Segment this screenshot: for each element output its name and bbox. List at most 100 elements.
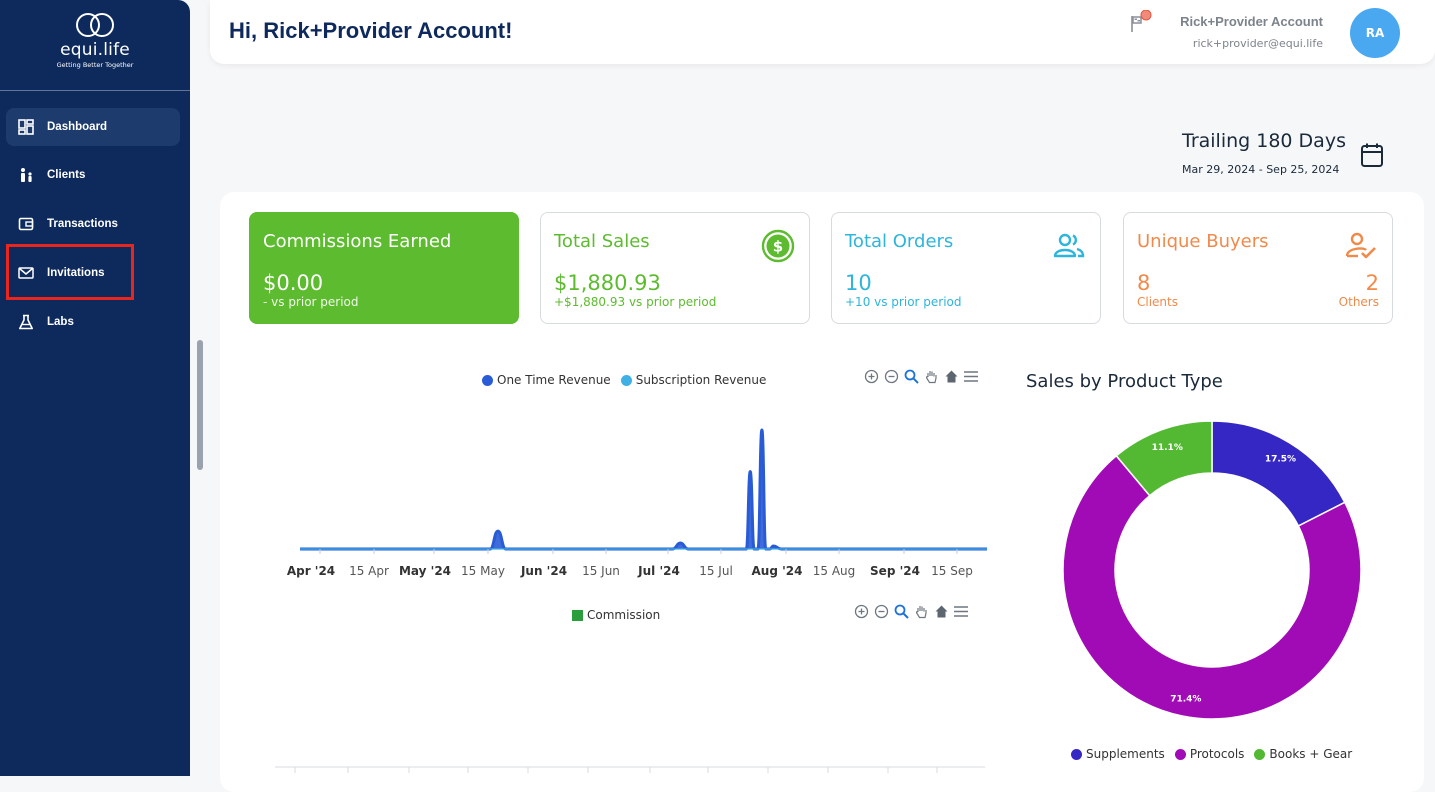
dashboard-icon <box>17 118 35 136</box>
zoom-in-icon[interactable] <box>853 603 869 619</box>
legend-label: Supplements <box>1086 747 1165 761</box>
flask-icon <box>17 313 35 331</box>
zoom-out-icon[interactable] <box>883 368 899 384</box>
avatar[interactable]: RA <box>1350 8 1400 58</box>
stat-title: Commissions Earned <box>263 231 452 252</box>
pan-hand-icon[interactable] <box>913 603 929 619</box>
donut-legend: Supplements Protocols Books + Gear <box>1071 747 1362 761</box>
donut-slice-supplements[interactable] <box>1211 420 1346 527</box>
stat-value-others: 2 <box>1365 271 1379 295</box>
transactions-icon <box>17 215 35 233</box>
stat-value: $0.00 <box>263 271 324 295</box>
sidebar-item-clients[interactable]: Clients <box>6 156 180 194</box>
revenue-chart-toolbar <box>863 368 979 384</box>
envelope-icon <box>17 264 35 282</box>
sidebar-item-transactions[interactable]: Transactions <box>6 205 180 243</box>
legend-dot <box>1071 748 1082 760</box>
donut-slice-protocols[interactable] <box>1062 454 1362 720</box>
stat-title: Total Sales <box>554 231 650 252</box>
clients-icon <box>17 166 35 184</box>
legend-protocols[interactable]: Protocols <box>1174 747 1245 761</box>
brand-name: equi.life <box>60 40 130 60</box>
pan-hand-icon[interactable] <box>923 368 939 384</box>
x-tick-label: Apr '24 <box>287 564 335 578</box>
sidebar-item-label: Labs <box>47 316 74 328</box>
stat-value-clients: 8 <box>1137 271 1151 295</box>
sidebar-item-label: Dashboard <box>47 121 108 133</box>
donut-data-label: 71.4% <box>1170 694 1201 704</box>
home-icon[interactable] <box>933 603 949 619</box>
stat-sub: - vs prior period <box>263 295 359 309</box>
sidebar-scrollbar[interactable] <box>197 340 203 470</box>
stat-sub: +10 vs prior period <box>845 295 962 309</box>
legend-supplements[interactable]: Supplements <box>1071 747 1165 761</box>
menu-icon[interactable] <box>963 368 979 384</box>
zoom-in-icon[interactable] <box>863 368 879 384</box>
sidebar-item-label: Clients <box>47 169 86 181</box>
sidebar-item-invitations[interactable]: Invitations <box>6 254 180 292</box>
stat-card-unique-buyers[interactable]: Unique Buyers 8 Clients 2 Others <box>1123 212 1393 324</box>
legend-label: Protocols <box>1189 747 1245 761</box>
legend-label: One Time Revenue <box>497 373 611 387</box>
legend-square <box>572 609 583 621</box>
x-tick-label: 15 Jun <box>582 564 620 578</box>
period-title: Trailing 180 Days <box>1182 130 1346 152</box>
sidebar-item-label: Invitations <box>47 267 105 279</box>
stat-card-total-orders[interactable]: Total Orders 10 +10 vs prior period <box>831 212 1101 324</box>
top-header: Hi, Rick+Provider Account! Rick+Provider… <box>210 0 1435 64</box>
users-icon <box>1053 233 1085 258</box>
legend-one-time[interactable]: One Time Revenue <box>482 373 611 387</box>
sales-by-product-donut[interactable]: 17.5% 71.4% 11.1% <box>1050 408 1374 732</box>
x-tick-label: 15 Sep <box>931 564 973 578</box>
zoom-out-icon[interactable] <box>873 603 889 619</box>
dollar-circle-icon: $ <box>761 229 795 263</box>
legend-dot <box>482 374 493 386</box>
donut-data-label: 17.5% <box>1265 454 1296 464</box>
magnifier-icon[interactable] <box>903 368 919 384</box>
series-line-one-time-revenue[interactable] <box>299 428 987 551</box>
x-tick-label: 15 Apr <box>349 564 389 578</box>
page-greeting: Hi, Rick+Provider Account! <box>229 18 513 43</box>
period-range: Mar 29, 2024 - Sep 25, 2024 <box>1182 163 1340 176</box>
x-tick-label: 15 Jul <box>699 564 733 578</box>
stat-title: Total Orders <box>845 231 954 252</box>
revenue-chart[interactable]: Apr '24 15 Apr May '24 15 May Jun '24 15 Jun J… <box>280 400 1000 590</box>
stat-card-commissions[interactable]: Commissions Earned $0.00 - vs prior peri… <box>249 212 519 324</box>
menu-icon[interactable] <box>953 603 969 619</box>
revenue-legend: One Time Revenue Subscription Revenue <box>482 373 776 387</box>
legend-label: Commission <box>587 608 661 622</box>
commission-chart[interactable] <box>270 630 990 776</box>
commission-legend: Commission <box>572 608 670 622</box>
legend-books-gear[interactable]: Books + Gear <box>1254 747 1352 761</box>
stat-sub: +$1,880.93 vs prior period <box>554 295 717 309</box>
user-email: rick+provider@equi.life <box>1192 37 1323 50</box>
sidebar-divider <box>0 90 190 91</box>
notification-flag-icon[interactable] <box>1128 10 1154 36</box>
legend-commission[interactable]: Commission <box>572 608 660 622</box>
user-check-icon <box>1345 232 1376 259</box>
legend-label: Books + Gear <box>1269 747 1353 761</box>
x-tick-label: May '24 <box>399 564 451 578</box>
sidebar-item-labs[interactable]: Labs <box>6 303 180 341</box>
logo[interactable]: equi.life Getting Better Together <box>0 8 190 69</box>
stat-value: 10 <box>845 271 872 295</box>
donut-data-label: 11.1% <box>1152 443 1183 453</box>
home-icon[interactable] <box>943 368 959 384</box>
series-area-one-time-revenue[interactable] <box>300 430 987 549</box>
donut-slice-books-gear[interactable] <box>1115 420 1213 497</box>
stat-card-total-sales[interactable]: Total Sales $ $1,880.93 +$1,880.93 vs pr… <box>540 212 810 324</box>
sidebar: equi.life Getting Better Together Dashbo… <box>0 0 190 776</box>
stat-value: $1,880.93 <box>554 271 661 295</box>
legend-label: Subscription Revenue <box>635 373 767 387</box>
x-tick-label: Aug '24 <box>752 564 803 578</box>
stat-title: Unique Buyers <box>1137 231 1269 252</box>
svg-text:$: $ <box>773 238 783 256</box>
x-tick-label: 15 May <box>461 564 505 578</box>
sidebar-item-dashboard[interactable]: Dashboard <box>6 108 180 146</box>
calendar-icon[interactable] <box>1360 142 1384 168</box>
legend-subscription[interactable]: Subscription Revenue <box>620 373 767 387</box>
magnifier-icon[interactable] <box>893 603 909 619</box>
commission-chart-toolbar <box>853 603 969 619</box>
stat-label-clients: Clients <box>1137 295 1178 309</box>
x-tick-label: Sep '24 <box>870 564 920 578</box>
